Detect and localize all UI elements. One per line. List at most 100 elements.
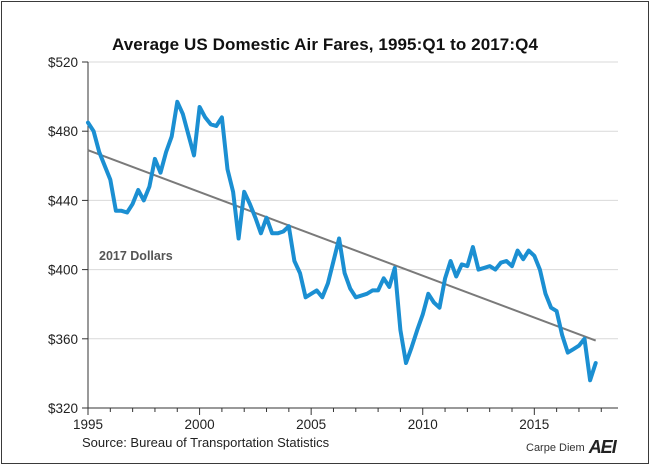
y-tick-label: $440 xyxy=(48,193,78,208)
fare-data-point xyxy=(93,131,94,132)
fare-data-point xyxy=(333,260,334,261)
fare-data-point xyxy=(322,297,323,298)
axes xyxy=(87,62,618,409)
fare-data-point xyxy=(478,269,479,270)
fare-data-point xyxy=(539,269,540,270)
gridlines xyxy=(88,61,618,409)
fare-data-point xyxy=(121,210,122,211)
fare-data-point xyxy=(461,264,462,265)
fare-data-point xyxy=(177,101,178,102)
units-annotation: 2017 Dollars xyxy=(99,249,173,263)
fare-data-point xyxy=(350,288,351,289)
fare-data-point xyxy=(595,363,596,364)
fare-data-point xyxy=(590,380,591,381)
fare-data-point xyxy=(489,266,490,267)
fare-data-point xyxy=(411,347,412,348)
fare-data-point xyxy=(199,106,200,107)
y-tick-label: $520 xyxy=(48,55,78,70)
x-tick-label: 2015 xyxy=(519,417,549,432)
fare-data-point xyxy=(188,134,189,135)
fare-data-point xyxy=(562,335,563,336)
fare-data-point xyxy=(277,233,278,234)
fare-data-point xyxy=(210,124,211,125)
fare-data-point xyxy=(517,250,518,251)
fare-data-point xyxy=(104,165,105,166)
fare-data-point xyxy=(221,117,222,118)
fare-data-point xyxy=(339,238,340,239)
fare-data-point xyxy=(194,155,195,156)
x-tick-label: 2010 xyxy=(408,417,438,432)
fare-data-point xyxy=(88,122,89,123)
fare-data-point xyxy=(417,330,418,331)
fare-data-point xyxy=(182,113,183,114)
fare-data-point xyxy=(233,191,234,192)
y-tick-label: $400 xyxy=(48,263,78,278)
series-group xyxy=(86,99,598,383)
fare-data-point xyxy=(406,363,407,364)
fare-data-point xyxy=(244,191,245,192)
fare-data-point xyxy=(272,233,273,234)
fare-data-point xyxy=(361,295,362,296)
fare-data-point xyxy=(255,217,256,218)
fare-data-point xyxy=(378,290,379,291)
credit-text: Carpe Diem xyxy=(526,441,585,454)
fare-data-point xyxy=(305,297,306,298)
y-tick-label: $480 xyxy=(48,124,78,139)
fare-data-point xyxy=(573,349,574,350)
fare-data-point xyxy=(495,269,496,270)
fare-data-point xyxy=(288,226,289,227)
publisher-brand: Carpe Diem AEI xyxy=(526,437,617,458)
fare-data-point xyxy=(311,293,312,294)
fare-data-point xyxy=(484,267,485,268)
fare-data-point xyxy=(506,260,507,261)
chart-title: Average US Domestic Air Fares, 1995:Q1 t… xyxy=(112,35,538,54)
fare-data-point xyxy=(467,266,468,267)
fare-data-point xyxy=(132,203,133,204)
fare-data-point xyxy=(160,172,161,173)
fare-data-point xyxy=(389,286,390,287)
fare-data-point xyxy=(171,136,172,137)
fare-data-point xyxy=(260,233,261,234)
fare-data-point xyxy=(138,190,139,191)
fare-data-point xyxy=(578,345,579,346)
fare-data-point xyxy=(249,203,250,204)
fare-data-point xyxy=(166,151,167,152)
y-tick-label: $360 xyxy=(48,332,78,347)
fare-data-point xyxy=(512,266,513,267)
fare-data-point xyxy=(500,262,501,263)
y-axis-ticks: $320 $360 $400 $440 $480 $520 xyxy=(48,55,88,416)
fare-data-point xyxy=(355,297,356,298)
fare-data-point xyxy=(383,278,384,279)
fare-data-point xyxy=(400,330,401,331)
x-axis-ticks: 1995 2000 2005 2010 2015 xyxy=(73,408,602,432)
y-tick-label: $320 xyxy=(48,401,78,416)
fare-data-point xyxy=(316,290,317,291)
fare-data-point xyxy=(266,217,267,218)
fare-data-point xyxy=(567,352,568,353)
fare-data-point xyxy=(110,179,111,180)
fare-data-point xyxy=(422,314,423,315)
fare-data-point xyxy=(154,158,155,159)
x-tick-label: 1995 xyxy=(73,417,103,432)
fare-data-point xyxy=(372,290,373,291)
fare-data-point xyxy=(433,302,434,303)
fare-data-point xyxy=(534,255,535,256)
fare-data-point xyxy=(584,338,585,339)
fare-data-point xyxy=(366,293,367,294)
fare-data-point xyxy=(394,267,395,268)
fare-data-point xyxy=(450,260,451,261)
fare-data-point xyxy=(143,200,144,201)
fare-data-point xyxy=(294,260,295,261)
fare-data-point xyxy=(523,259,524,260)
fare-data-point xyxy=(327,283,328,284)
fare-data-point xyxy=(149,186,150,187)
fare-data-point xyxy=(456,276,457,277)
fare-series-line xyxy=(86,99,598,383)
fare-data-point xyxy=(344,273,345,274)
fare-data-point xyxy=(545,293,546,294)
fare-data-point xyxy=(551,307,552,308)
fare-data-point xyxy=(439,307,440,308)
fare-data-point xyxy=(115,210,116,211)
fare-data-point xyxy=(99,151,100,152)
